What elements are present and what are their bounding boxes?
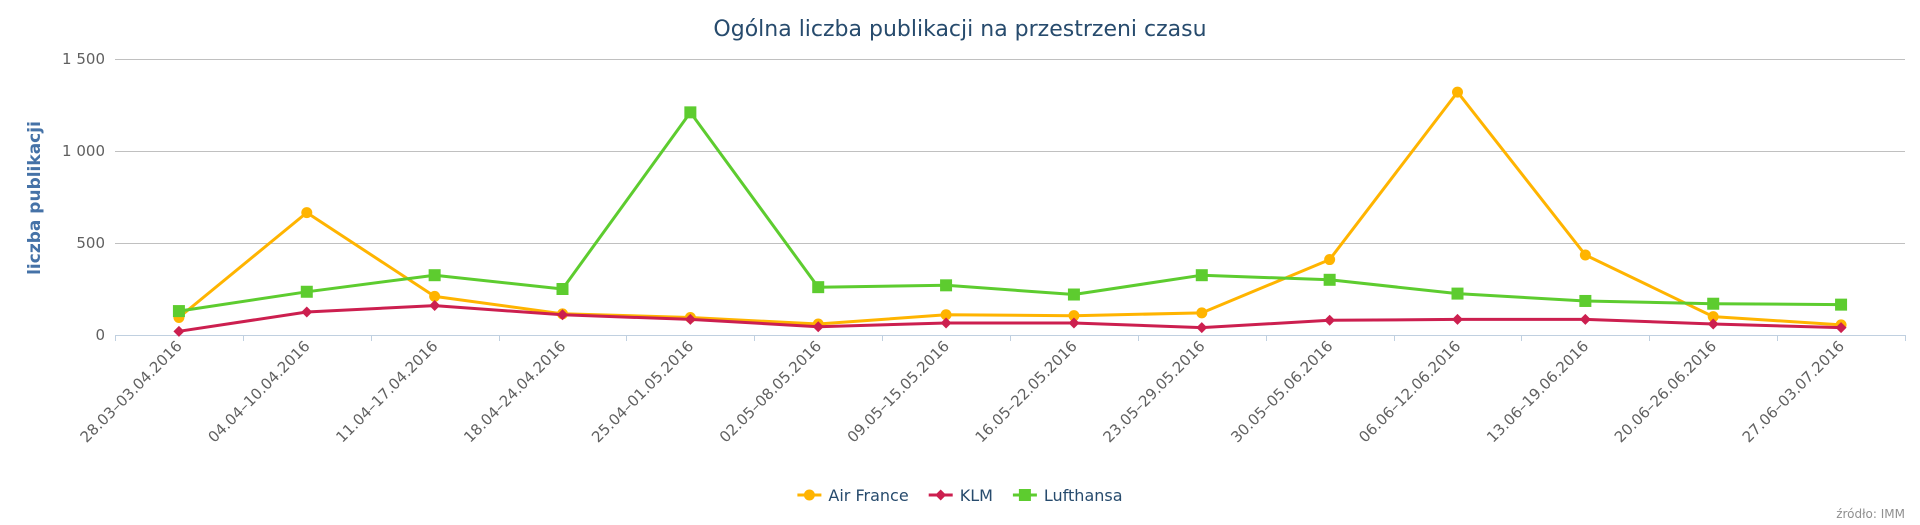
x-tick-label: 02.05–08.05.2016 [716,337,825,446]
data-point-air-france [301,207,313,219]
data-point-klm [1707,318,1719,330]
legend-item-klm[interactable]: KLM [928,486,993,505]
series-klm [173,300,1847,337]
x-tick-label: 25.04–01.05.2016 [588,337,697,446]
data-point-lufthansa [172,305,185,318]
data-point-lufthansa [812,281,825,294]
y-tick-label: 1 000 [62,142,105,160]
data-point-lufthansa [300,285,313,298]
y-tick-label: 0 [95,326,105,344]
data-point-klm [1835,322,1847,334]
grid-lines [115,59,1905,244]
data-point-klm [173,325,185,337]
data-point-lufthansa [684,106,697,119]
data-point-air-france [940,309,952,321]
x-tick-label: 04.04–10.04.2016 [204,337,313,446]
legend-marker-lufthansa [1018,489,1031,501]
y-tick-label: 500 [76,234,105,252]
y-axis-label: liczba publikacji [25,121,45,275]
data-point-klm [1579,313,1591,325]
x-tick-label: 20.06–26.06.2016 [1611,337,1720,446]
data-point-air-france [1707,311,1719,323]
data-point-klm [812,321,824,333]
series-line-lufthansa [177,110,1843,313]
data-point-klm [429,300,441,312]
data-point-lufthansa [1323,273,1336,286]
data-point-klm [301,306,313,318]
series-line-klm [177,304,1843,333]
x-tick-label: 28.03–03.04.2016 [77,337,186,446]
credits-text: źródło: IMM [1836,507,1905,521]
data-point-klm [1324,314,1336,326]
data-point-lufthansa [1835,298,1848,311]
data-point-klm [940,317,952,329]
y-axis-ticks: 0 500 1 000 1 500 [62,50,105,344]
series-air-france [173,86,1847,331]
data-point-lufthansa [1451,287,1464,300]
data-point-klm [1452,313,1463,325]
data-point-air-france [1579,249,1591,261]
data-point-lufthansa [556,283,569,295]
data-point-klm [1068,317,1080,329]
series-group [172,86,1848,337]
legend-label-lufthansa: Lufthansa [1044,486,1123,505]
data-point-klm [1196,322,1208,334]
data-point-lufthansa [1707,297,1720,310]
x-tick-label: 23.05–29.05.2016 [1099,337,1208,446]
x-tick-label: 11.04–17.04.2016 [332,337,441,446]
data-point-lufthansa [940,279,953,292]
x-tick-label: 06.06–12.06.2016 [1355,337,1464,446]
x-tick-label: 30.05–05.06.2016 [1227,337,1336,446]
series-line-air-france [177,90,1843,327]
legend-marker-air-france [803,489,815,501]
data-point-air-france [1196,307,1208,319]
legend[interactable]: Air France KLM Lufthansa [797,486,1123,505]
x-tick-label: 13.06–19.06.2016 [1483,337,1592,446]
legend-label-klm: KLM [960,486,993,505]
data-point-air-france [1324,254,1336,266]
data-point-lufthansa [428,269,441,282]
data-point-air-france [429,290,441,302]
data-point-klm [684,313,696,325]
legend-marker-klm [935,489,947,501]
legend-label-air-france: Air France [828,486,908,505]
x-tick-label: 09.05–15.05.2016 [844,337,953,446]
y-tick-label: 1 500 [62,50,105,68]
data-point-lufthansa [1195,269,1208,282]
data-point-lufthansa [1579,294,1592,307]
x-tick-label: 27.06–03.07.2016 [1739,337,1848,446]
data-point-air-france [1452,86,1463,98]
x-axis: 28.03–03.04.2016 04.04–10.04.2016 11.04–17… [77,335,1906,446]
data-point-lufthansa [1067,288,1080,301]
legend-item-air-france[interactable]: Air France [797,486,909,505]
data-point-air-france [1068,310,1080,322]
legend-item-lufthansa[interactable]: Lufthansa [1012,486,1123,505]
series-lufthansa [172,106,1848,318]
x-tick-label: 18.04–24.04.2016 [460,337,569,446]
data-point-klm [557,309,568,321]
chart-title: Ogólna liczba publikacji na przestrzeni … [713,17,1206,42]
x-tick-label: 16.05–22.05.2016 [972,337,1081,446]
